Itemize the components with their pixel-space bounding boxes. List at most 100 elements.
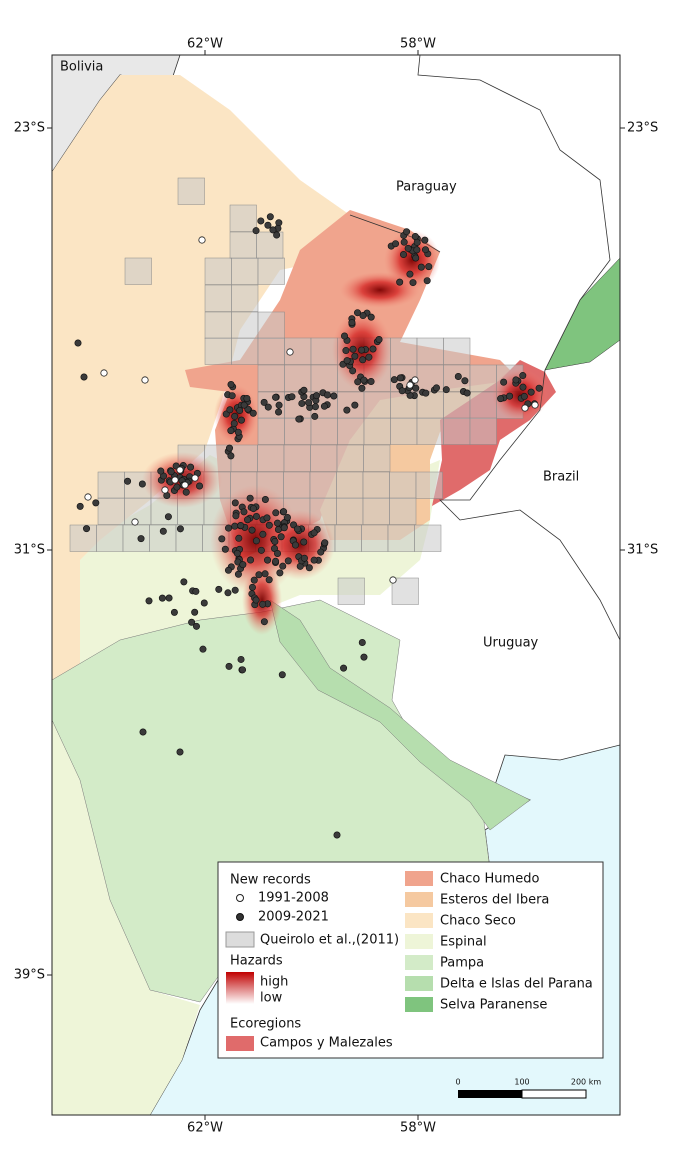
record bbox=[310, 556, 318, 564]
grid-cell bbox=[334, 524, 362, 552]
grid-cell bbox=[257, 364, 285, 392]
record bbox=[272, 509, 280, 517]
record bbox=[413, 246, 421, 254]
scale-segment bbox=[458, 1090, 522, 1098]
grid-cell bbox=[283, 444, 311, 472]
grid-cell bbox=[97, 471, 125, 499]
record bbox=[349, 367, 357, 375]
record bbox=[200, 599, 208, 607]
record bbox=[295, 415, 303, 423]
grid-cell bbox=[177, 177, 205, 205]
record bbox=[461, 377, 469, 385]
espinal bbox=[52, 455, 440, 1115]
grid-cell bbox=[230, 444, 258, 472]
record bbox=[240, 401, 248, 409]
grid-cell bbox=[204, 284, 232, 312]
grid-cell bbox=[443, 337, 471, 365]
scale-bar: 0 100 200 km bbox=[455, 1078, 601, 1099]
record bbox=[288, 393, 296, 401]
grid-cell bbox=[390, 417, 418, 445]
record bbox=[240, 508, 248, 516]
record bbox=[80, 373, 88, 381]
record bbox=[293, 525, 301, 533]
record bbox=[320, 402, 328, 410]
record bbox=[454, 372, 462, 380]
record bbox=[497, 395, 505, 403]
grid-cell bbox=[284, 417, 312, 445]
record bbox=[263, 514, 271, 522]
record bbox=[305, 399, 313, 407]
record bbox=[412, 254, 420, 262]
record bbox=[225, 662, 233, 670]
grid-cell bbox=[363, 417, 391, 445]
legend-label: 1991-2008 bbox=[258, 891, 329, 906]
grid-cell bbox=[416, 417, 444, 445]
record bbox=[225, 524, 233, 532]
grid-cell bbox=[361, 524, 389, 552]
record bbox=[225, 444, 233, 452]
record bbox=[249, 409, 257, 417]
record bbox=[224, 566, 232, 574]
record bbox=[323, 391, 331, 399]
legend-symbol bbox=[405, 934, 433, 949]
record bbox=[300, 554, 308, 562]
record bbox=[278, 671, 286, 679]
record bbox=[358, 384, 366, 392]
record bbox=[317, 548, 325, 556]
record bbox=[531, 401, 539, 409]
record bbox=[260, 618, 268, 626]
record bbox=[274, 519, 282, 527]
record bbox=[196, 482, 204, 490]
record bbox=[286, 348, 294, 356]
grid-cell bbox=[336, 471, 364, 499]
grid-cell bbox=[362, 471, 390, 499]
record bbox=[300, 386, 308, 394]
record bbox=[158, 594, 166, 602]
record bbox=[231, 522, 239, 530]
record bbox=[406, 270, 414, 278]
record bbox=[300, 538, 308, 546]
record bbox=[218, 535, 226, 543]
grid-cell bbox=[204, 337, 232, 365]
record bbox=[274, 549, 282, 557]
legend-label: high bbox=[260, 975, 288, 990]
record bbox=[298, 399, 306, 407]
record bbox=[199, 645, 207, 653]
record bbox=[506, 392, 514, 400]
legend-symbol bbox=[236, 913, 244, 921]
grid-cell bbox=[231, 311, 259, 339]
record bbox=[227, 381, 235, 389]
legend-symbol bbox=[226, 972, 254, 1004]
grid-cell bbox=[204, 311, 232, 339]
record bbox=[311, 403, 319, 411]
record bbox=[365, 353, 373, 361]
record bbox=[234, 428, 242, 436]
record bbox=[280, 524, 288, 532]
grid-cell bbox=[391, 577, 419, 605]
lat-label: 23°S bbox=[14, 121, 45, 136]
grid-cell bbox=[416, 337, 444, 365]
record bbox=[275, 408, 283, 416]
record bbox=[84, 493, 92, 501]
lat-label: 23°S bbox=[627, 121, 658, 136]
record bbox=[191, 608, 199, 616]
record bbox=[351, 352, 359, 360]
record bbox=[277, 533, 285, 541]
record bbox=[215, 585, 223, 593]
record bbox=[272, 557, 280, 565]
legend-symbol bbox=[405, 997, 433, 1012]
legend-label: Queirolo et al.,(2011) bbox=[260, 933, 399, 948]
legend-label: Pampa bbox=[440, 956, 484, 971]
grid-cell bbox=[257, 257, 285, 285]
record bbox=[181, 481, 189, 489]
record bbox=[359, 312, 367, 320]
record bbox=[187, 463, 195, 471]
grid-cell bbox=[389, 497, 417, 525]
ticks bbox=[47, 50, 625, 1120]
record bbox=[413, 238, 421, 246]
record bbox=[519, 372, 527, 380]
hazard bbox=[340, 272, 420, 308]
record bbox=[233, 549, 241, 557]
record bbox=[255, 571, 263, 579]
record bbox=[360, 376, 368, 384]
